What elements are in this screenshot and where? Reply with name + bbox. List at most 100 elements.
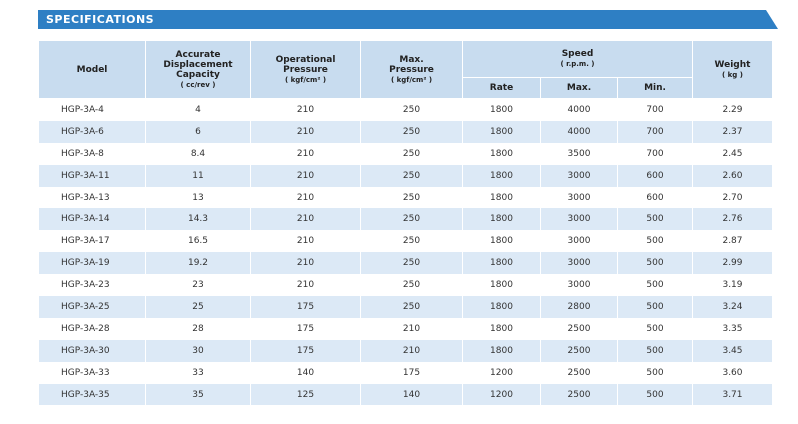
- value-cell: 250: [360, 296, 463, 318]
- value-cell: 3000: [540, 186, 618, 209]
- header-line: Speed: [561, 49, 594, 59]
- value-cell: 25: [145, 296, 251, 318]
- value-cell: 3.71: [692, 383, 773, 406]
- value-cell: 11: [145, 164, 251, 187]
- value-cell: 210: [250, 252, 361, 275]
- value-cell: 19.2: [145, 252, 251, 275]
- value-cell: 250: [360, 142, 463, 165]
- model-cell: HGP-3A-33: [38, 361, 146, 384]
- model-cell: HGP-3A-14: [38, 208, 146, 231]
- value-cell: 2500: [540, 339, 618, 362]
- table-row: HGP-3A-11 11 210 250 1800 3000 600 2.60: [38, 164, 773, 187]
- value-cell: 2.60: [692, 164, 773, 187]
- value-cell: 175: [360, 361, 463, 384]
- value-cell: 3000: [540, 164, 618, 187]
- model-cell: HGP-3A-35: [38, 383, 146, 406]
- model-cell: HGP-3A-8: [38, 142, 146, 165]
- value-cell: 500: [617, 383, 693, 406]
- value-cell: 500: [617, 361, 693, 384]
- column-header: Max. Pressure( kgf/cm² ): [360, 40, 463, 99]
- value-cell: 210: [250, 142, 361, 165]
- value-cell: 3000: [540, 208, 618, 231]
- value-cell: 3000: [540, 230, 618, 253]
- column-header: Weight( kg ): [692, 40, 773, 99]
- header-line: Weight: [714, 59, 751, 70]
- model-cell: HGP-3A-25: [38, 296, 146, 318]
- header-unit: ( cc/rev ): [180, 80, 216, 89]
- value-cell: 2800: [540, 296, 618, 318]
- value-cell: 175: [250, 317, 361, 340]
- table-header: Model Accurate Displacement Capacity( cc/re…: [38, 40, 773, 99]
- value-cell: 250: [360, 120, 463, 143]
- value-cell: 4000: [540, 98, 618, 121]
- table-row: HGP-3A-25 25 175 250 1800 2800 500 3.24: [38, 296, 773, 318]
- value-cell: 175: [250, 339, 361, 362]
- value-cell: 700: [617, 120, 693, 143]
- value-cell: 1800: [462, 186, 541, 209]
- table-row: HGP-3A-30 30 175 210 1800 2500 500 3.45: [38, 339, 773, 362]
- value-cell: 16.5: [145, 230, 251, 253]
- model-cell: HGP-3A-13: [38, 186, 146, 209]
- value-cell: 210: [250, 208, 361, 231]
- value-cell: 3.19: [692, 274, 773, 297]
- value-cell: 125: [250, 383, 361, 406]
- model-cell: HGP-3A-28: [38, 317, 146, 340]
- value-cell: 500: [617, 339, 693, 362]
- value-cell: 1800: [462, 274, 541, 297]
- subheader: Min.: [617, 77, 693, 99]
- value-cell: 2500: [540, 361, 618, 384]
- value-cell: 2500: [540, 383, 618, 406]
- value-cell: 600: [617, 186, 693, 209]
- value-cell: 210: [360, 317, 463, 340]
- header-line: Max.: [399, 54, 424, 65]
- value-cell: 2.29: [692, 98, 773, 121]
- value-cell: 35: [145, 383, 251, 406]
- value-cell: 3.35: [692, 317, 773, 340]
- value-cell: 2.76: [692, 208, 773, 231]
- value-cell: 250: [360, 208, 463, 231]
- value-cell: 1800: [462, 296, 541, 318]
- value-cell: 1800: [462, 252, 541, 275]
- table-row: HGP-3A-6 6 210 250 1800 4000 700 2.37: [38, 120, 773, 143]
- value-cell: 3.60: [692, 361, 773, 384]
- value-cell: 3500: [540, 142, 618, 165]
- subheader: Max.: [540, 77, 618, 99]
- value-cell: 3000: [540, 252, 618, 275]
- header-line: Pressure: [389, 64, 434, 75]
- value-cell: 210: [360, 339, 463, 362]
- value-cell: 700: [617, 98, 693, 121]
- value-cell: 1800: [462, 120, 541, 143]
- subheader: Rate: [462, 77, 541, 99]
- value-cell: 250: [360, 164, 463, 187]
- table-row: HGP-3A-33 33 140 175 1200 2500 500 3.60: [38, 361, 773, 384]
- table-row: HGP-3A-19 19.2 210 250 1800 3000 500 2.99: [38, 252, 773, 275]
- value-cell: 28: [145, 317, 251, 340]
- value-cell: 3.45: [692, 339, 773, 362]
- value-cell: 500: [617, 317, 693, 340]
- value-cell: 2.70: [692, 186, 773, 209]
- model-cell: HGP-3A-19: [38, 252, 146, 275]
- table-row: HGP-3A-28 28 175 210 1800 2500 500 3.35: [38, 317, 773, 340]
- value-cell: 250: [360, 252, 463, 275]
- value-cell: 1200: [462, 361, 541, 384]
- value-cell: 1800: [462, 317, 541, 340]
- value-cell: 2.37: [692, 120, 773, 143]
- value-cell: 140: [250, 361, 361, 384]
- value-cell: 1800: [462, 98, 541, 121]
- table-row: HGP-3A-35 35 125 140 1200 2500 500 3.71: [38, 383, 773, 406]
- table-body: HGP-3A-4 4 210 250 1800 4000 700 2.29 HGP-3A-6 6 2…: [38, 98, 773, 406]
- value-cell: 6: [145, 120, 251, 143]
- table-row: HGP-3A-14 14.3 210 250 1800 3000 500 2.76: [38, 208, 773, 231]
- value-cell: 3.24: [692, 296, 773, 318]
- value-cell: 210: [250, 186, 361, 209]
- header-line: Accurate: [175, 49, 221, 60]
- value-cell: 140: [360, 383, 463, 406]
- header-line: Model: [76, 64, 108, 75]
- value-cell: 4000: [540, 120, 618, 143]
- value-cell: 250: [360, 230, 463, 253]
- value-cell: 210: [250, 120, 361, 143]
- value-cell: 210: [250, 230, 361, 253]
- value-cell: 500: [617, 252, 693, 275]
- table-row: HGP-3A-8 8.4 210 250 1800 3500 700 2.45: [38, 142, 773, 165]
